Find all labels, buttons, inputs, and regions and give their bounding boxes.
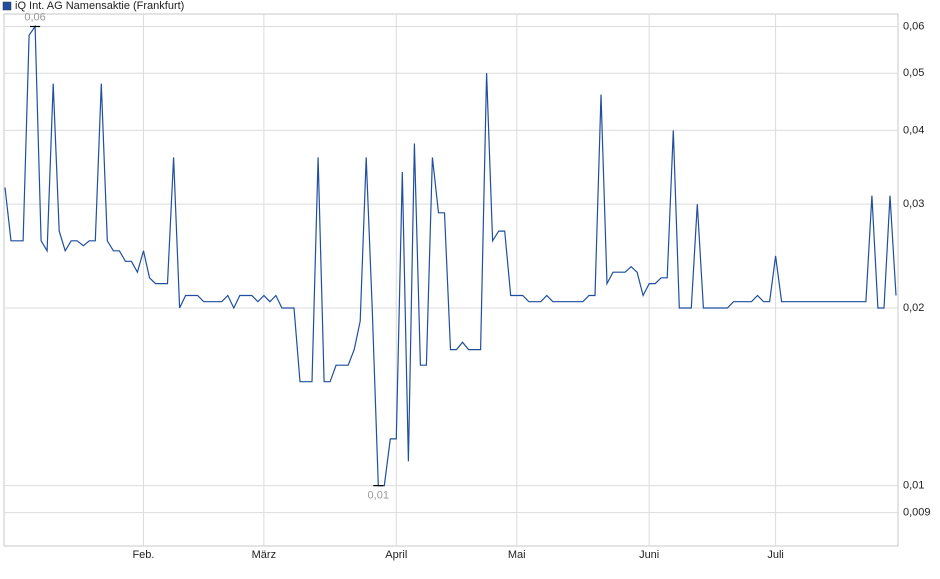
y-tick-label: 0,02 xyxy=(903,302,924,314)
low-label: 0,01 xyxy=(368,490,389,502)
x-tick-label: April xyxy=(385,549,407,561)
y-tick-label: 0,03 xyxy=(903,198,924,210)
price-line xyxy=(4,24,897,487)
high-label: 0,06 xyxy=(24,11,45,23)
x-tick-label: März xyxy=(252,549,276,561)
plot-area xyxy=(3,13,899,547)
y-tick-label: 0,009 xyxy=(903,507,931,519)
x-tick-label: Mai xyxy=(508,549,526,561)
y-tick-label: 0,06 xyxy=(903,20,924,32)
x-tick-label: Feb. xyxy=(132,549,154,561)
y-tick-label: 0,04 xyxy=(903,124,924,136)
x-tick-label: Juni xyxy=(639,549,659,561)
legend-label: iQ Int. AG Namensaktie (Frankfurt) xyxy=(15,0,184,12)
y-tick-label: 0,01 xyxy=(903,480,924,492)
x-tick-label: Juli xyxy=(767,549,784,561)
legend-swatch xyxy=(2,1,12,11)
y-tick-label: 0,05 xyxy=(903,67,924,79)
